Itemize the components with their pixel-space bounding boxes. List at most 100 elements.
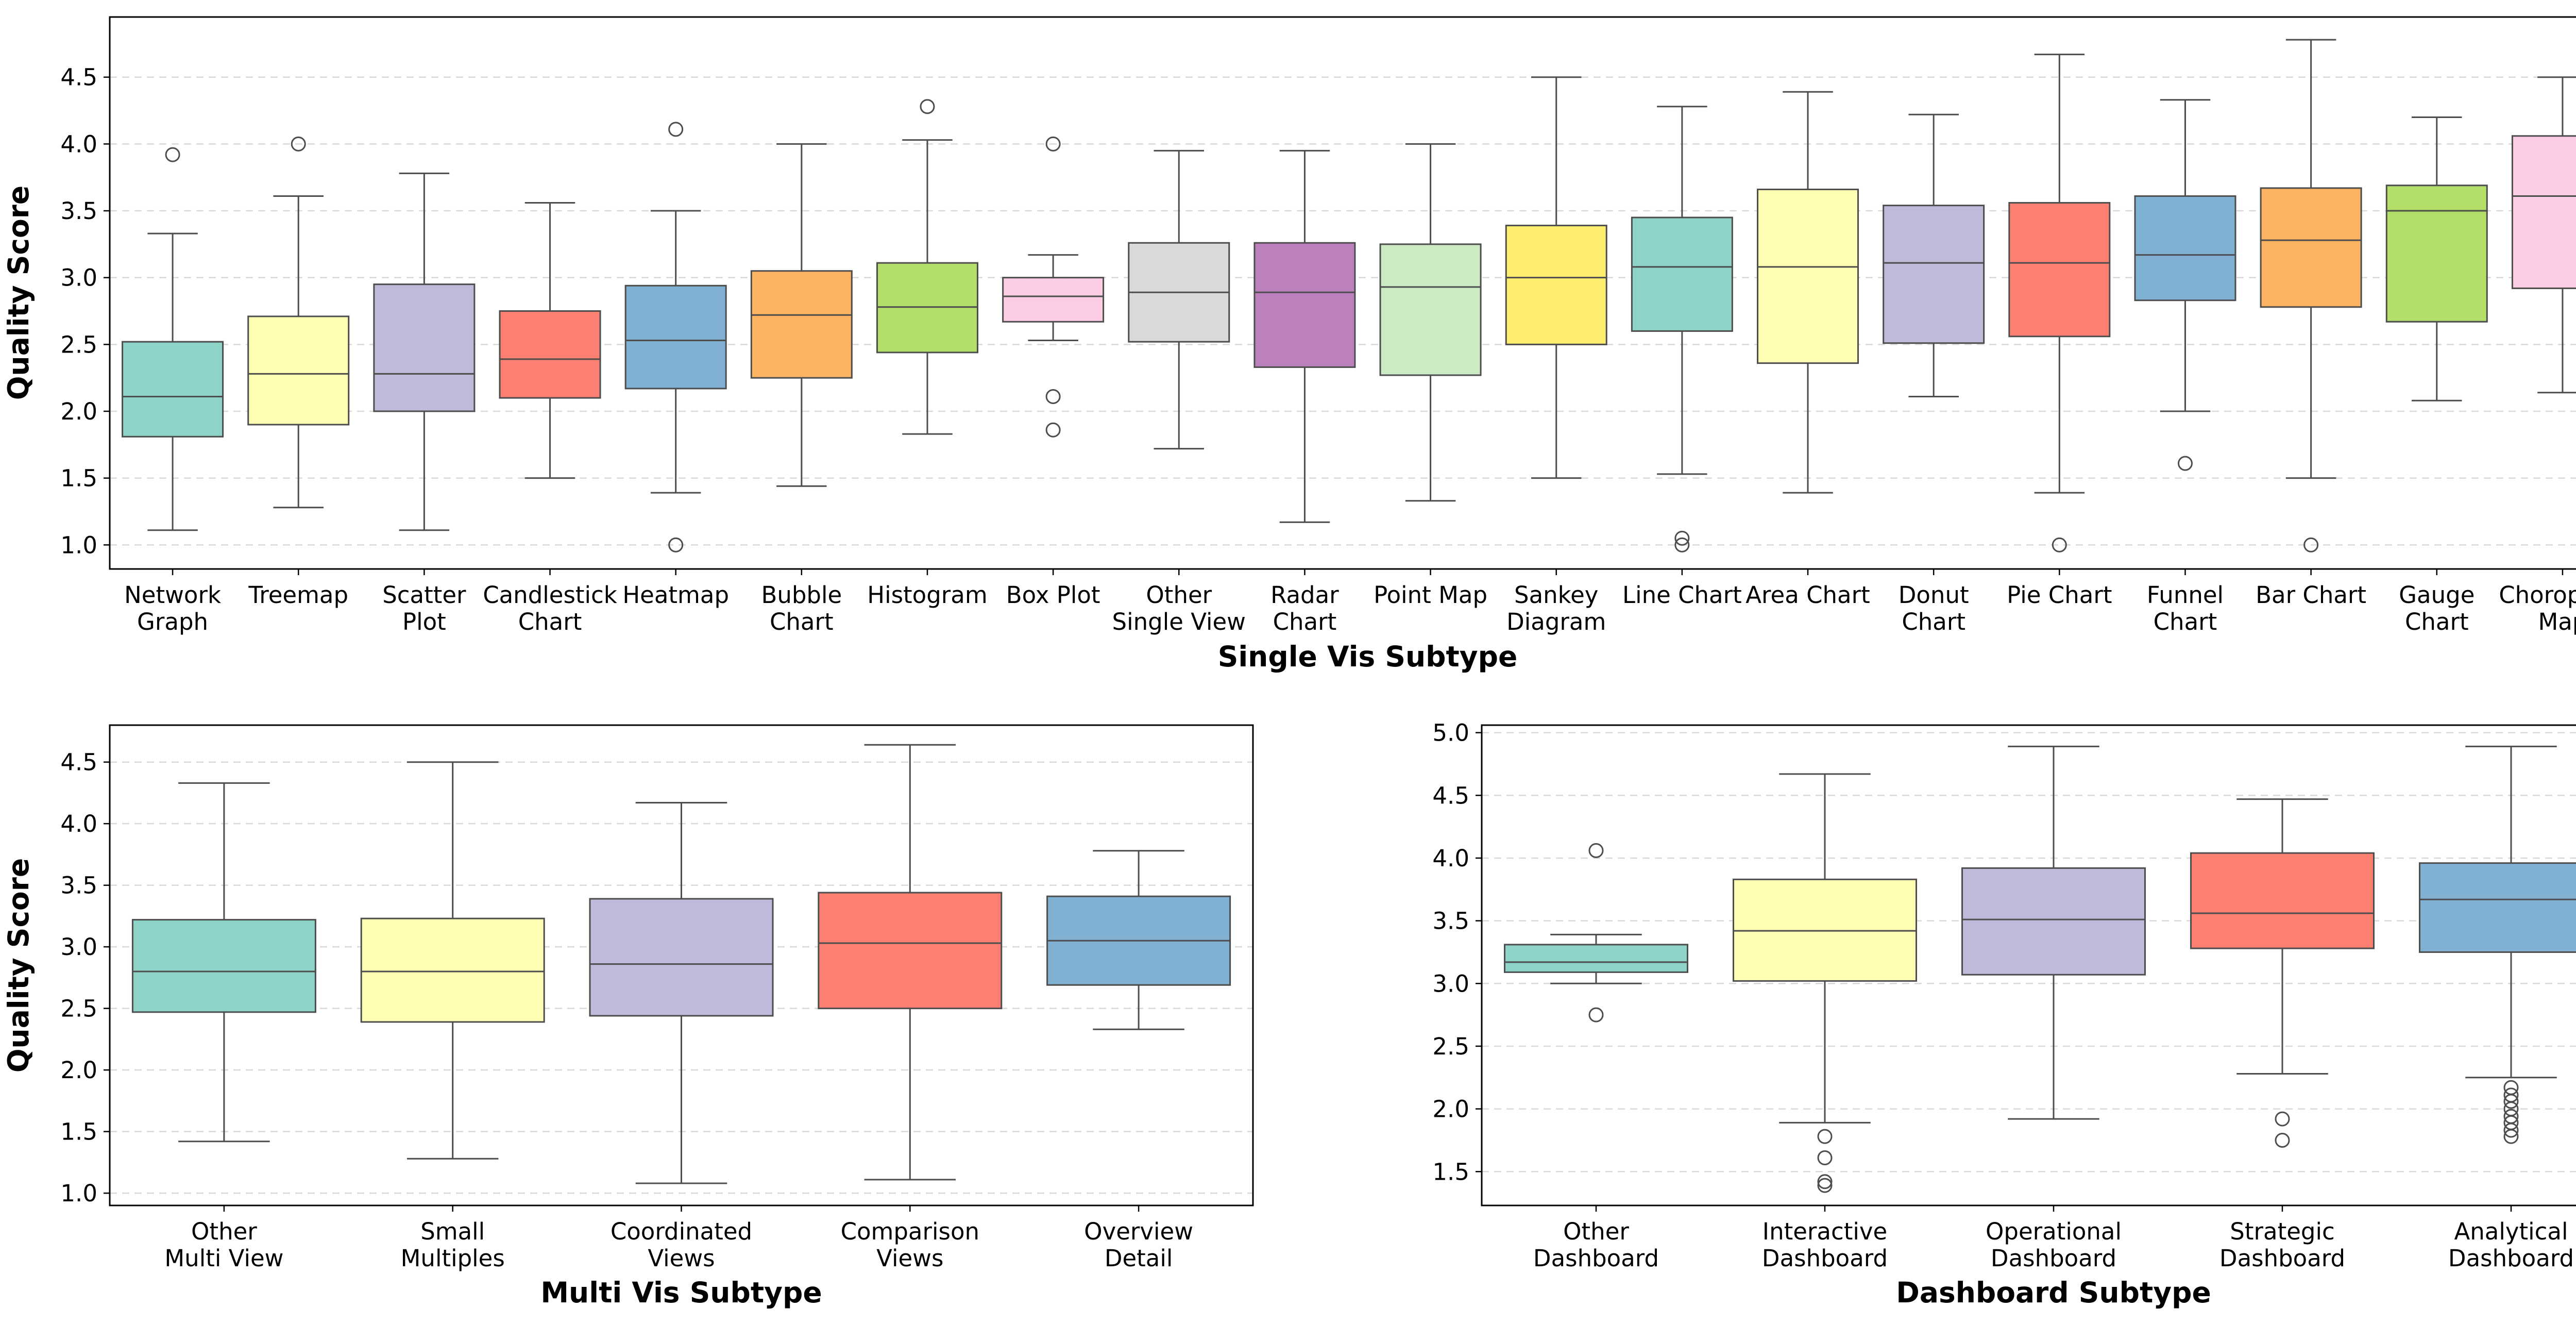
box-scatter-plot [373, 172, 476, 531]
outlier-point [2503, 1109, 2519, 1124]
y-tick-label: 4.5 [60, 64, 97, 91]
y-tick-label: 2.5 [1432, 1033, 1469, 1060]
iqr-box [2385, 185, 2488, 323]
iqr-box [1253, 242, 1356, 368]
y-tick-label: 1.5 [1432, 1158, 1469, 1185]
x-tick-label: Box Plot [1006, 581, 1100, 609]
iqr-box [1002, 277, 1105, 323]
x-tick-label: Line Chart [1622, 581, 1742, 609]
y-axis-title: Quality Score [2, 858, 35, 1072]
iqr-box [360, 917, 545, 1023]
outlier-point [1045, 136, 1061, 152]
box-other-multi-view [131, 782, 316, 1143]
outlier-point [2177, 456, 2193, 471]
box-line-chart [1631, 106, 1733, 552]
y-tick-label: 4.5 [1432, 782, 1469, 809]
y-tick-label: 4.0 [60, 810, 97, 837]
x-tick-label: Pie Chart [2007, 581, 2112, 609]
box-pie-chart [2008, 54, 2111, 552]
iqr-box [1631, 216, 1733, 332]
y-tick-label: 1.0 [60, 531, 97, 559]
y-tick-label: 4.0 [60, 130, 97, 158]
x-tick-label: Bubble Chart [761, 581, 842, 635]
multi-vis-panel: 1.0 1.5 2.0 2.5 3.0 3.5 4.0 4.5 Other Multi View S… [2, 724, 1254, 1309]
x-tick-label: Funnel Chart [2147, 581, 2224, 635]
y-tick-label: 3.5 [60, 197, 97, 225]
outlier-point [668, 537, 684, 552]
y-tick-label: 3.5 [1432, 908, 1469, 935]
iqr-box [1379, 243, 1482, 376]
outlier-point [1817, 1129, 1833, 1144]
box-treemap [247, 136, 350, 509]
x-tick-label: Treemap [248, 581, 348, 609]
y-tick-label: 1.5 [60, 1118, 97, 1146]
iqr-box [1883, 205, 1985, 344]
outlier-point [1674, 530, 1690, 546]
outlier-point [1588, 843, 1604, 858]
y-tick-label: 4.0 [1432, 845, 1469, 872]
y-tick-label: 5.0 [1432, 719, 1469, 747]
box-interactive-dashboard [1733, 773, 1917, 1193]
iqr-box [818, 892, 1003, 1010]
box-other-dashboard [1504, 843, 1688, 1023]
outlier-point [1045, 389, 1061, 404]
x-tick-label: Other Dashboard [1533, 1218, 1659, 1272]
box-network-graph [122, 147, 224, 531]
box-box-plot [1002, 136, 1105, 438]
single-vis-panel: 1.0 1.5 2.0 2.5 3.0 3.5 4.0 4.5 Network Graph Tree… [2, 16, 2576, 673]
x-tick-label: Overview Detail [1084, 1218, 1193, 1272]
x-tick-label: Donut Chart [1899, 581, 1969, 635]
x-tick-label: Point Map [1374, 581, 1487, 609]
x-tick-label: Other Multi View [164, 1218, 283, 1272]
x-tick-label: Coordinated Views [611, 1218, 752, 1272]
iqr-box [2260, 187, 2362, 308]
box-operational-dashboard [1961, 745, 2146, 1120]
box-candlestick-chart [499, 202, 601, 479]
outlier-point [668, 122, 684, 137]
outlier-point [2275, 1111, 2290, 1127]
x-tick-label: Bar Chart [2256, 581, 2366, 609]
x-tick-label: Histogram [867, 581, 987, 609]
outlier-point [1674, 537, 1690, 552]
outlier-point [165, 147, 180, 162]
iqr-box [373, 283, 476, 412]
x-tick-label: Candlestick Chart [483, 581, 617, 635]
box-funnel-chart [2134, 99, 2236, 471]
y-axis-title: Quality Score [2, 186, 35, 400]
outlier-point [2303, 537, 2319, 552]
plot-frame [109, 16, 2576, 570]
iqr-box [247, 315, 350, 426]
outlier-point [2503, 1080, 2519, 1095]
y-tick-label: 2.0 [60, 398, 97, 425]
box-sankey-diagram [1505, 76, 1607, 479]
box-bubble-chart [750, 143, 853, 487]
iqr-box [1505, 225, 1607, 345]
y-tick-label: 3.5 [60, 872, 97, 899]
iqr-box [2419, 862, 2576, 953]
box-radar-chart [1253, 149, 1356, 523]
x-tick-label: Other Single View [1112, 581, 1246, 635]
box-overview-detail [1046, 850, 1231, 1030]
outlier-point [2052, 537, 2067, 552]
iqr-box [1757, 189, 1859, 364]
box-donut-chart [1883, 113, 1985, 397]
x-tick-label: Strategic Dashboard [2219, 1218, 2345, 1272]
outlier-point [1817, 1178, 1833, 1193]
x-axis-title: Single Vis Subtype [1218, 640, 1518, 673]
box-coordinated-views [589, 802, 774, 1184]
outlier-point [291, 136, 306, 152]
box-strategic-dashboard [2190, 798, 2375, 1148]
iqr-box [750, 270, 853, 379]
x-axis-title: Dashboard Subtype [1896, 1276, 2211, 1309]
iqr-box [589, 898, 774, 1017]
outlier-point [1817, 1150, 1833, 1166]
iqr-box [2008, 202, 2111, 338]
y-tick-label: 2.0 [1432, 1096, 1469, 1123]
iqr-box [2511, 135, 2576, 289]
x-tick-label: Radar Chart [1270, 581, 1339, 635]
box-other-single-view [1128, 149, 1230, 450]
box-analytical-dashboard [2419, 745, 2576, 1144]
y-tick-label: 2.0 [60, 1057, 97, 1084]
box-bar-chart [2260, 39, 2362, 552]
